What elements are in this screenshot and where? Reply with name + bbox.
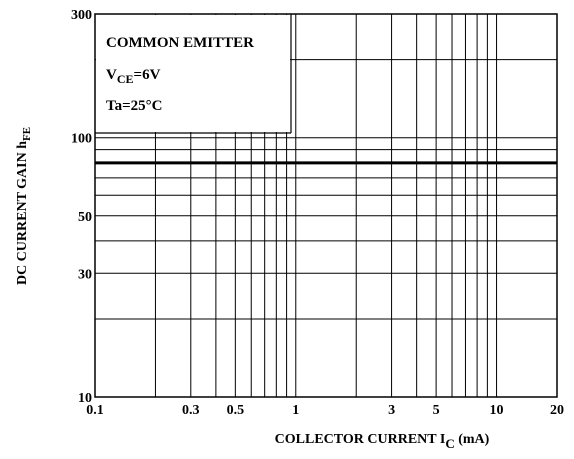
annotation: V	[106, 67, 117, 83]
x-tick-label: 3	[388, 403, 395, 418]
x-tick-label: 10	[490, 403, 504, 418]
y-tick-label: 100	[71, 132, 92, 147]
x-axis-label: COLLECTOR CURRENT IC (mA)	[275, 432, 490, 451]
x-axis-label: COLLECTOR CURRENT I	[275, 432, 446, 447]
x-axis-label: C	[445, 436, 454, 451]
annotation: =6V	[134, 67, 161, 83]
y-tick-label: 30	[78, 267, 92, 282]
x-tick-label: 0.5	[227, 403, 245, 418]
y-axis-label: DC CURRENT GAIN h	[15, 141, 30, 285]
annotation: COMMON EMITTER	[106, 35, 254, 51]
annotation: Ta=25°C	[106, 98, 163, 114]
x-tick-label: 0.1	[86, 403, 104, 418]
y-tick-label: 300	[71, 8, 92, 23]
x-axis-label: (mA)	[455, 432, 490, 447]
x-tick-label: 0.3	[182, 403, 200, 418]
x-tick-label: 1	[292, 403, 299, 418]
y-axis-label: DC CURRENT GAIN hFE	[15, 127, 33, 285]
plot-frame	[94, 13, 558, 398]
y-axis-label: FE	[21, 127, 33, 141]
legend-box-bg	[96, 15, 290, 132]
y-tick-label: 50	[78, 210, 92, 225]
annotation: CE	[117, 72, 134, 86]
annotation: VCE=6V	[106, 67, 161, 86]
x-tick-label: 5	[433, 403, 440, 418]
x-tick-label: 20	[550, 403, 564, 418]
y-tick-label: 10	[78, 391, 92, 406]
